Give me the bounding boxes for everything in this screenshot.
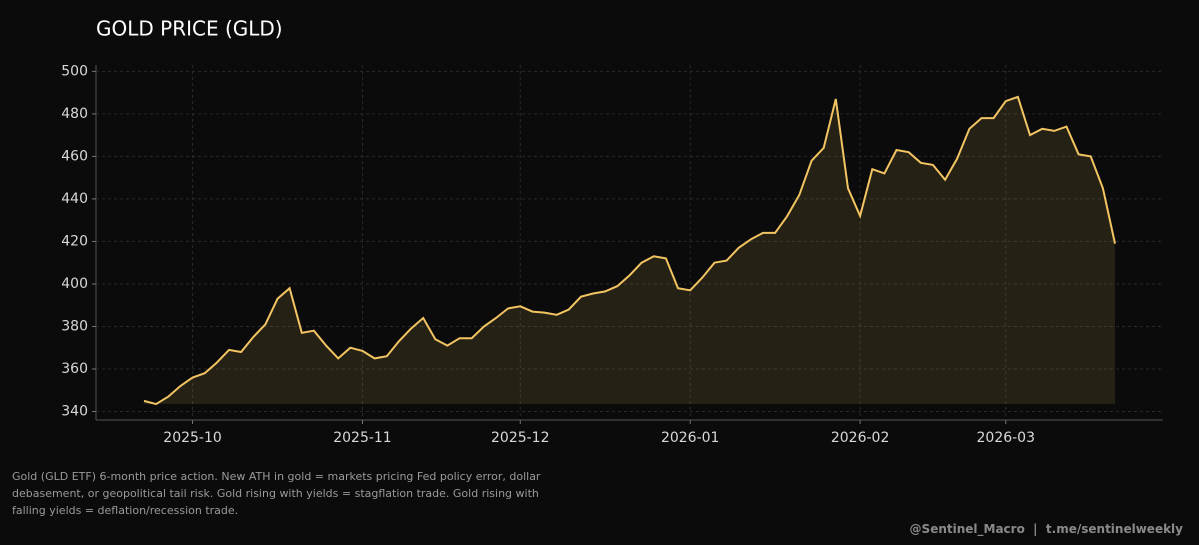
y-tick-label: 400 <box>61 276 88 292</box>
x-tick-label: 2025-12 <box>491 430 550 446</box>
caption: Gold (GLD ETF) 6-month price action. New… <box>12 470 541 517</box>
y-tick-label: 460 <box>61 148 88 164</box>
area <box>144 96 1115 405</box>
y-tick-label: 440 <box>61 191 88 207</box>
line <box>143 95 1116 406</box>
y-tick-label: 360 <box>61 361 88 377</box>
x-tick-label: 2026-03 <box>977 430 1036 446</box>
footer: @Sentinel_Macro | t.me/sentinelweekly <box>909 522 1183 536</box>
chart-title: GOLD PRICE (GLD) <box>96 17 283 41</box>
y-tick-label: 340 <box>61 403 88 419</box>
x-tick-label: 2025-10 <box>163 430 222 446</box>
x-tick-label: 2026-02 <box>831 430 890 446</box>
y-tick-label: 420 <box>61 233 88 249</box>
x-tick-label: 2026-01 <box>661 430 720 446</box>
y-tick-label: 380 <box>61 318 88 334</box>
y-tick-label: 500 <box>61 63 88 79</box>
y-tick-label: 480 <box>61 106 88 122</box>
x-tick-label: 2025-11 <box>333 430 392 446</box>
